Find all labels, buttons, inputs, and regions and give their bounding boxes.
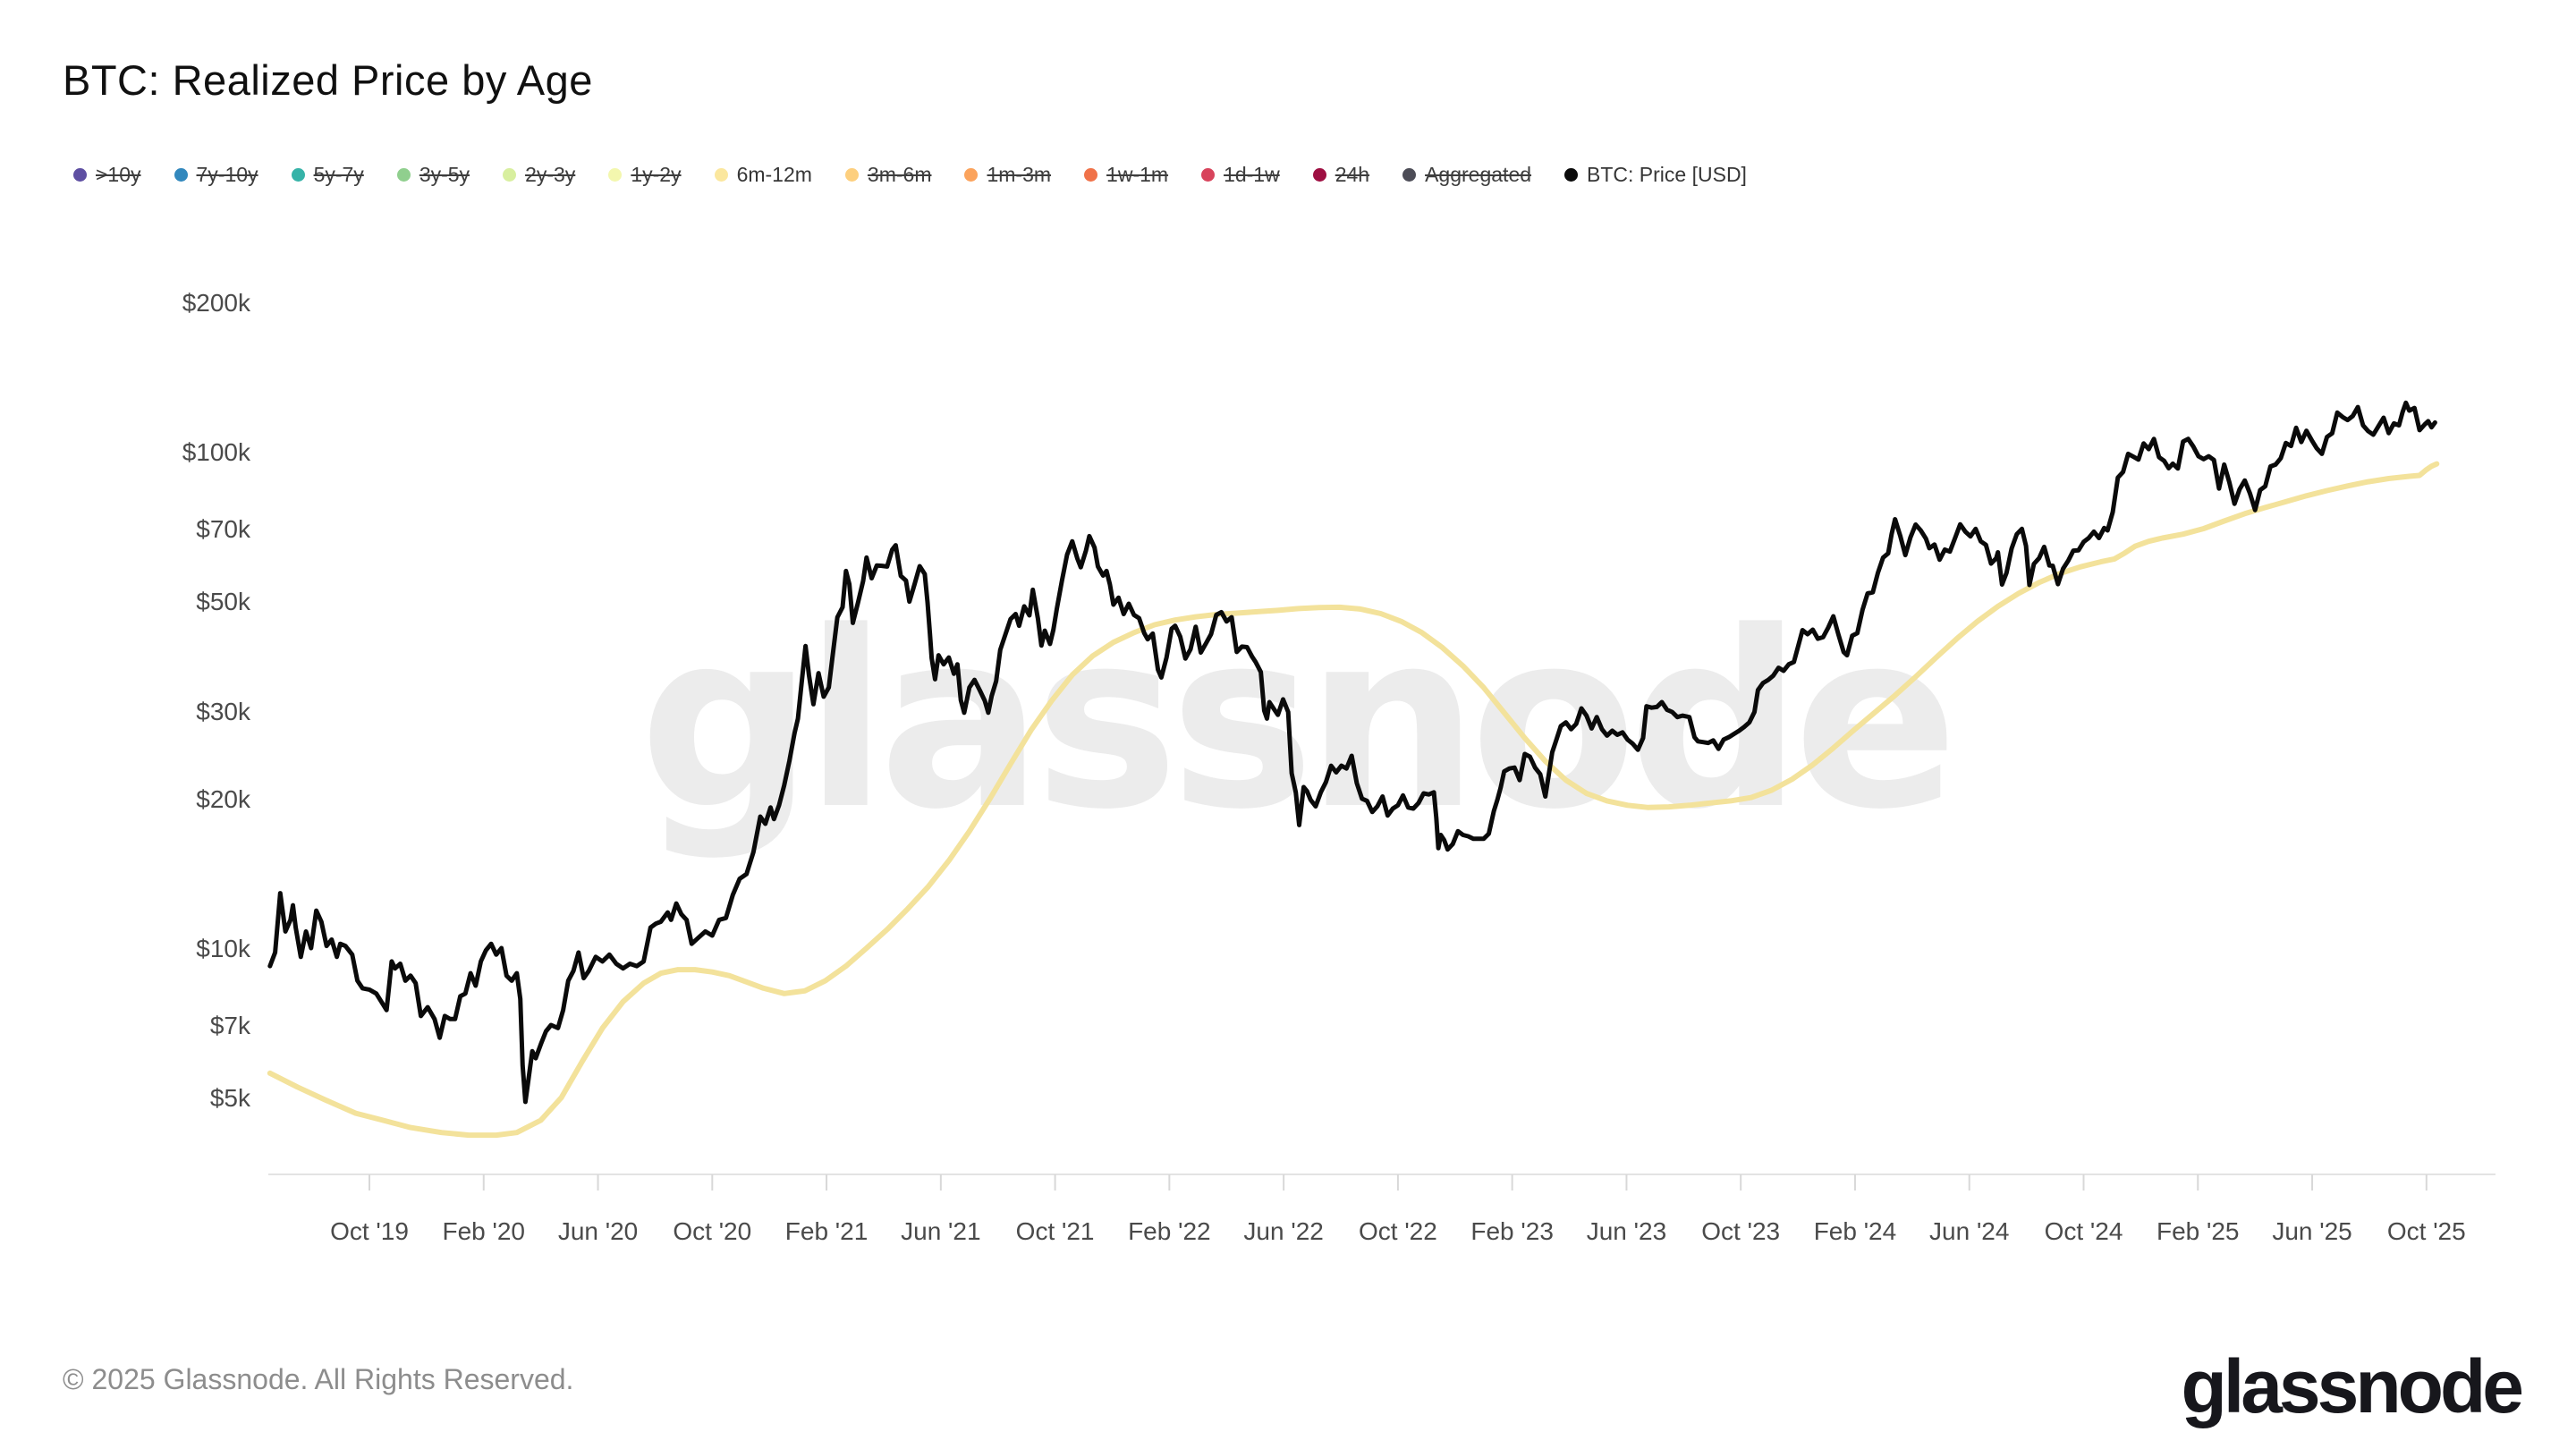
legend-item-aggregated[interactable]: Aggregated	[1402, 163, 1531, 187]
x-axis-label: Jun '23	[1587, 1217, 1666, 1245]
legend-item-2y-3y[interactable]: 2y-3y	[503, 163, 575, 187]
legend-color-dot	[964, 168, 979, 182]
legend-item-5y-7y[interactable]: 5y-7y	[291, 163, 364, 187]
legend-item-24h[interactable]: 24h	[1312, 163, 1370, 187]
x-axis-label: Jun '21	[901, 1217, 980, 1245]
legend-item-label: 3m-6m	[867, 163, 932, 186]
legend: >10y 7y-10y 5y-7y 3y-5y 2y-3y 1y-2y 6m-12m 3m-6…	[73, 163, 1747, 187]
x-axis-label: Feb '20	[442, 1217, 525, 1245]
x-axis-label: Feb '23	[1470, 1217, 1554, 1245]
legend-item-1d-1w[interactable]: 1d-1w	[1201, 163, 1280, 187]
x-axis-label: Oct '24	[2045, 1217, 2123, 1245]
y-axis-label: $200k	[182, 289, 251, 317]
y-axis-label: $30k	[196, 698, 251, 725]
legend-color-dot	[291, 168, 305, 182]
legend-item-label: Aggregated	[1425, 163, 1532, 186]
legend-item-label: 6m-12m	[736, 163, 812, 186]
x-axis-label: Feb '24	[1814, 1217, 1897, 1245]
x-axis-label: Jun '25	[2272, 1217, 2351, 1245]
legend-item-label: 1y-2y	[631, 163, 682, 186]
glassnode-logo: glassnode	[2181, 1344, 2524, 1428]
page-title: BTC: Realized Price by Age	[63, 56, 593, 104]
y-axis-label: $70k	[196, 515, 251, 543]
y-axis-label: $100k	[182, 438, 251, 466]
legend-color-dot	[503, 168, 517, 182]
legend-item-label: 1w-1m	[1106, 163, 1169, 186]
legend-color-dot	[1564, 168, 1579, 182]
legend-item--10y[interactable]: >10y	[73, 163, 141, 187]
legend-color-dot	[1402, 168, 1417, 182]
x-axis-label: Feb '25	[2157, 1217, 2240, 1245]
legend-item-1w-1m[interactable]: 1w-1m	[1084, 163, 1168, 187]
legend-item-3m-6m[interactable]: 3m-6m	[844, 163, 932, 187]
legend-color-dot	[714, 168, 728, 182]
copyright-text: © 2025 Glassnode. All Rights Reserved.	[63, 1363, 574, 1395]
legend-item-label: 1d-1w	[1224, 163, 1280, 186]
x-axis-label: Oct '19	[330, 1217, 409, 1245]
x-axis-label: Jun '22	[1243, 1217, 1323, 1245]
legend-item-label: 24h	[1335, 163, 1370, 186]
legend-item-7y-10y[interactable]: 7y-10y	[174, 163, 258, 187]
series-line-6m-12m	[267, 461, 2440, 1139]
legend-color-dot	[844, 168, 859, 182]
legend-item-label: 2y-3y	[525, 163, 576, 186]
legend-color-dot	[608, 168, 623, 182]
y-axis-label: $5k	[210, 1084, 251, 1112]
legend-item-label: BTC: Price [USD]	[1587, 163, 1747, 186]
x-axis-label: Oct '22	[1359, 1217, 1437, 1245]
legend-item-btc-price-usd-[interactable]: BTC: Price [USD]	[1564, 163, 1747, 187]
legend-item-label: 1m-3m	[987, 163, 1052, 186]
legend-color-dot	[396, 168, 411, 182]
x-axis-label: Feb '21	[785, 1217, 869, 1245]
legend-color-dot	[1312, 168, 1326, 182]
x-axis-label: Jun '24	[1929, 1217, 2009, 1245]
legend-item-label: 3y-5y	[419, 163, 470, 186]
x-axis-label: Oct '23	[1701, 1217, 1780, 1245]
series-line-btc-price-usd-	[267, 400, 2437, 1105]
y-axis-label: $20k	[196, 785, 251, 813]
legend-color-dot	[1201, 168, 1216, 182]
x-axis-label: Feb '22	[1128, 1217, 1211, 1245]
legend-item-3y-5y[interactable]: 3y-5y	[396, 163, 470, 187]
legend-color-dot	[174, 168, 188, 182]
x-axis-label: Oct '25	[2387, 1217, 2466, 1245]
y-axis-label: $50k	[196, 588, 251, 615]
legend-item-1y-2y[interactable]: 1y-2y	[608, 163, 682, 187]
legend-item-label: 7y-10y	[196, 163, 258, 186]
legend-item-1m-3m[interactable]: 1m-3m	[964, 163, 1051, 187]
x-axis-label: Oct '21	[1016, 1217, 1095, 1245]
x-axis-label: Jun '20	[558, 1217, 638, 1245]
legend-item-6m-12m[interactable]: 6m-12m	[714, 163, 812, 187]
y-axis-label: $10k	[196, 935, 251, 962]
y-axis-label: $7k	[210, 1012, 251, 1039]
legend-color-dot	[1084, 168, 1098, 182]
legend-item-label: >10y	[96, 163, 141, 186]
legend-color-dot	[73, 168, 87, 182]
x-axis-label: Oct '20	[673, 1217, 751, 1245]
legend-item-label: 5y-7y	[313, 163, 364, 186]
